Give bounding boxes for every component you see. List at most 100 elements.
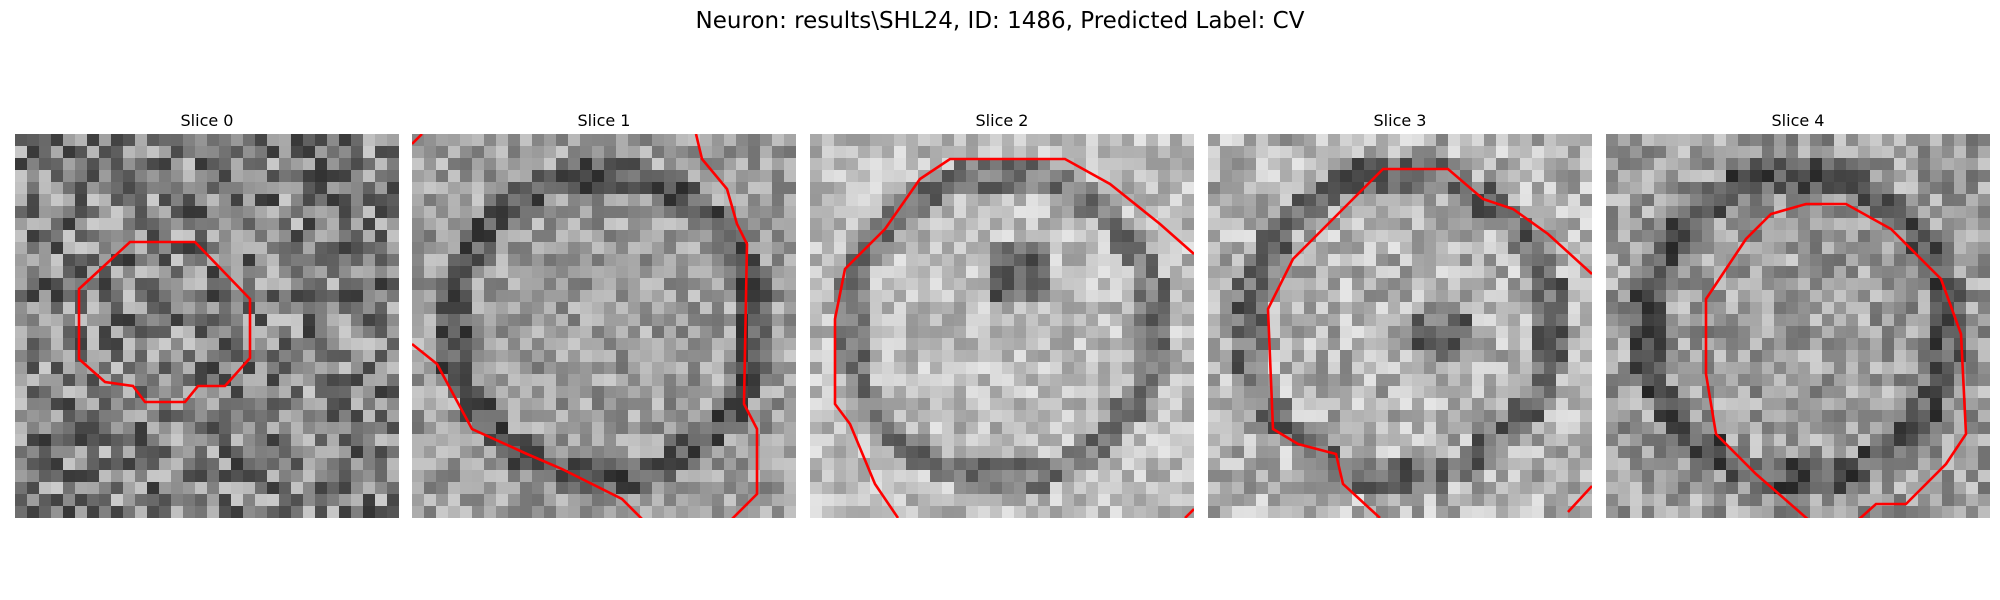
pixel-cell [760,350,772,362]
pixel-cell [1966,182,1978,194]
pixel-cell [1436,266,1448,278]
pixel-cell [1774,326,1786,338]
pixel-cell [99,506,111,518]
pixel-cell [1122,314,1134,326]
pixel-cell [1220,230,1232,242]
pixel-cell [1292,458,1304,470]
pixel-cell [255,314,267,326]
pixel-cell [990,170,1002,182]
pixel-cell [87,434,99,446]
pixel-cell [1038,326,1050,338]
pixel-cell [375,314,387,326]
pixel-cell [159,278,171,290]
pixel-cell [1714,230,1726,242]
pixel-cell [279,362,291,374]
pixel-cell [508,254,520,266]
pixel-cell [243,206,255,218]
pixel-cell [1316,350,1328,362]
pixel-cell [135,242,147,254]
pixel-cell [978,290,990,302]
pixel-cell [195,422,207,434]
pixel-cell [63,242,75,254]
pixel-cell [1122,302,1134,314]
pixel-cell [1858,194,1870,206]
pixel-cell [556,218,568,230]
pixel-cell [1050,158,1062,170]
pixel-cell [1642,254,1654,266]
pixel-cell [1146,170,1158,182]
pixel-cell [171,266,183,278]
pixel-cell [1678,374,1690,386]
pixel-cell [580,362,592,374]
pixel-cell [1304,218,1316,230]
pixel-cell [724,482,736,494]
pixel-cell [1244,470,1256,482]
pixel-cell [580,302,592,314]
pixel-cell [27,482,39,494]
pixel-cell [1762,230,1774,242]
pixel-cell [834,422,846,434]
pixel-cell [1810,158,1822,170]
pixel-cell [1906,218,1918,230]
pixel-cell [1726,386,1738,398]
pixel-cell [39,386,51,398]
pixel-cell [375,242,387,254]
pixel-cell [1738,206,1750,218]
pixel-cell [1678,446,1690,458]
pixel-cell [51,422,63,434]
pixel-cell [1412,398,1424,410]
pixel-cell [1134,326,1146,338]
pixel-cell [1918,170,1930,182]
pixel-cell [1618,338,1630,350]
pixel-cell [1400,302,1412,314]
pixel-cell [810,230,822,242]
pixel-cell [1038,290,1050,302]
pixel-cell [1026,266,1038,278]
pixel-cell [688,374,700,386]
pixel-cell [532,266,544,278]
pixel-cell [1738,410,1750,422]
pixel-cell [1738,434,1750,446]
pixel-cell [1858,254,1870,266]
pixel-cell [351,302,363,314]
pixel-cell [39,146,51,158]
pixel-cell [1220,242,1232,254]
pixel-cell [544,134,556,146]
pixel-cell [1822,230,1834,242]
pixel-cell [784,242,796,254]
pixel-cell [159,314,171,326]
pixel-cell [87,302,99,314]
pixel-cell [1580,506,1592,518]
pixel-cell [930,434,942,446]
pixel-cell [1472,422,1484,434]
pixel-cell [930,458,942,470]
pixel-cell [1328,302,1340,314]
pixel-cell [387,302,399,314]
pixel-cell [87,242,99,254]
pixel-cell [1894,410,1906,422]
pixel-cell [1158,494,1170,506]
pixel-cell [279,470,291,482]
pixel-cell [990,338,1002,350]
pixel-cell [1208,446,1220,458]
pixel-cell [1038,206,1050,218]
pixel-cell [303,362,315,374]
pixel-cell [1930,338,1942,350]
pixel-cell [978,362,990,374]
pixel-cell [1906,446,1918,458]
pixel-cell [1532,350,1544,362]
pixel-cell [822,170,834,182]
pixel-cell [1906,134,1918,146]
pixel-cell [1918,410,1930,422]
pixel-cell [1508,386,1520,398]
pixel-cell [1098,230,1110,242]
pixel-cell [1232,470,1244,482]
pixel-cell [858,398,870,410]
pixel-cell [219,326,231,338]
pixel-cell [930,374,942,386]
pixel-cell [1472,482,1484,494]
pixel-cell [1098,506,1110,518]
pixel-cell [652,194,664,206]
pixel-cell [954,146,966,158]
pixel-cell [303,302,315,314]
